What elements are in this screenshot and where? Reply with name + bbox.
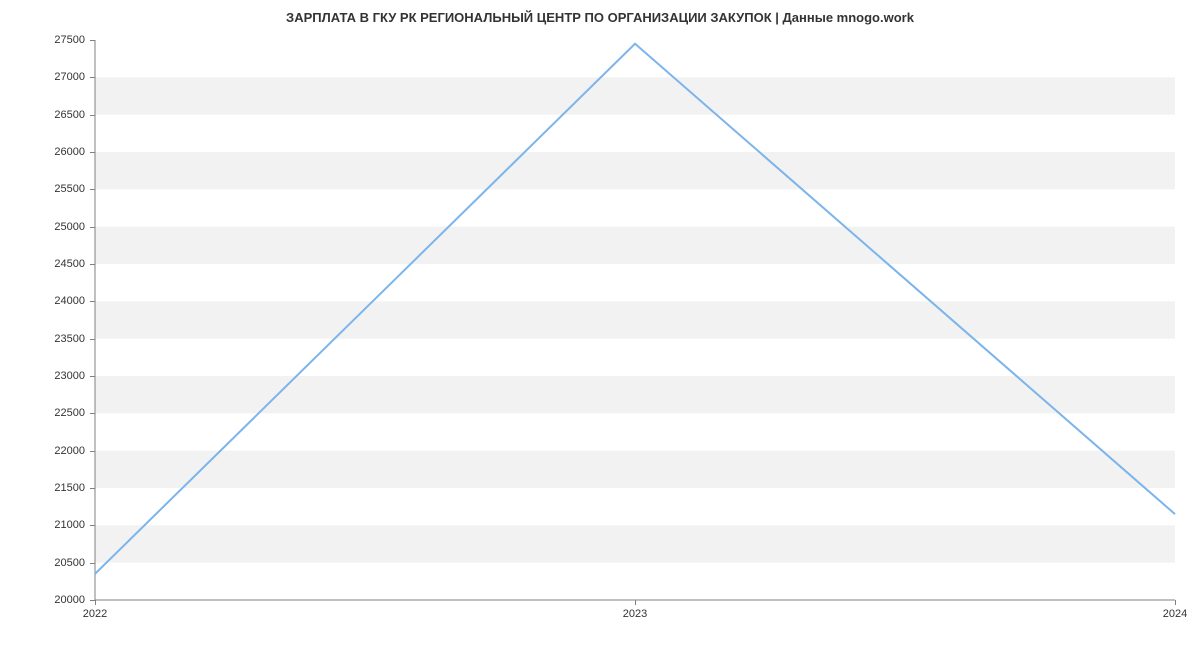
y-tick-mark — [90, 40, 95, 41]
grid-band — [95, 451, 1175, 488]
y-tick-mark — [90, 152, 95, 153]
y-tick-mark — [90, 115, 95, 116]
chart-title: ЗАРПЛАТА В ГКУ РК РЕГИОНАЛЬНЫЙ ЦЕНТР ПО … — [0, 10, 1200, 25]
y-tick-mark — [90, 413, 95, 414]
grid-band — [95, 77, 1175, 114]
y-tick-label: 20000 — [35, 594, 85, 606]
grid-band — [95, 376, 1175, 413]
grid-band — [95, 301, 1175, 338]
grid-band — [95, 152, 1175, 189]
grid-bands — [95, 77, 1175, 562]
x-tick-label: 2023 — [623, 608, 647, 620]
y-tick-mark — [90, 77, 95, 78]
x-tick-label: 2022 — [83, 608, 107, 620]
y-tick-label: 27500 — [35, 34, 85, 46]
y-tick-label: 21500 — [35, 482, 85, 494]
grid-band — [95, 525, 1175, 562]
y-tick-label: 21000 — [35, 519, 85, 531]
y-tick-label: 22000 — [35, 445, 85, 457]
y-tick-mark — [90, 189, 95, 190]
y-tick-label: 22500 — [35, 407, 85, 419]
y-tick-label: 24000 — [35, 295, 85, 307]
grid-band — [95, 227, 1175, 264]
y-tick-label: 23500 — [35, 333, 85, 345]
y-tick-label: 23000 — [35, 370, 85, 382]
y-tick-mark — [90, 339, 95, 340]
y-tick-mark — [90, 563, 95, 564]
y-tick-mark — [90, 301, 95, 302]
y-tick-mark — [90, 227, 95, 228]
x-tick-mark — [1175, 600, 1176, 605]
x-tick-label: 2024 — [1163, 608, 1187, 620]
y-tick-label: 20500 — [35, 557, 85, 569]
y-tick-label: 24500 — [35, 258, 85, 270]
y-tick-label: 26000 — [35, 146, 85, 158]
line-chart-svg — [95, 40, 1175, 600]
y-tick-label: 26500 — [35, 109, 85, 121]
x-tick-mark — [635, 600, 636, 605]
y-tick-mark — [90, 451, 95, 452]
y-tick-mark — [90, 264, 95, 265]
y-tick-mark — [90, 488, 95, 489]
y-tick-label: 27000 — [35, 71, 85, 83]
plot-area — [95, 40, 1175, 600]
y-tick-label: 25500 — [35, 183, 85, 195]
y-tick-label: 25000 — [35, 221, 85, 233]
chart-container: ЗАРПЛАТА В ГКУ РК РЕГИОНАЛЬНЫЙ ЦЕНТР ПО … — [0, 0, 1200, 650]
x-tick-mark — [95, 600, 96, 605]
y-tick-mark — [90, 376, 95, 377]
y-tick-mark — [90, 525, 95, 526]
